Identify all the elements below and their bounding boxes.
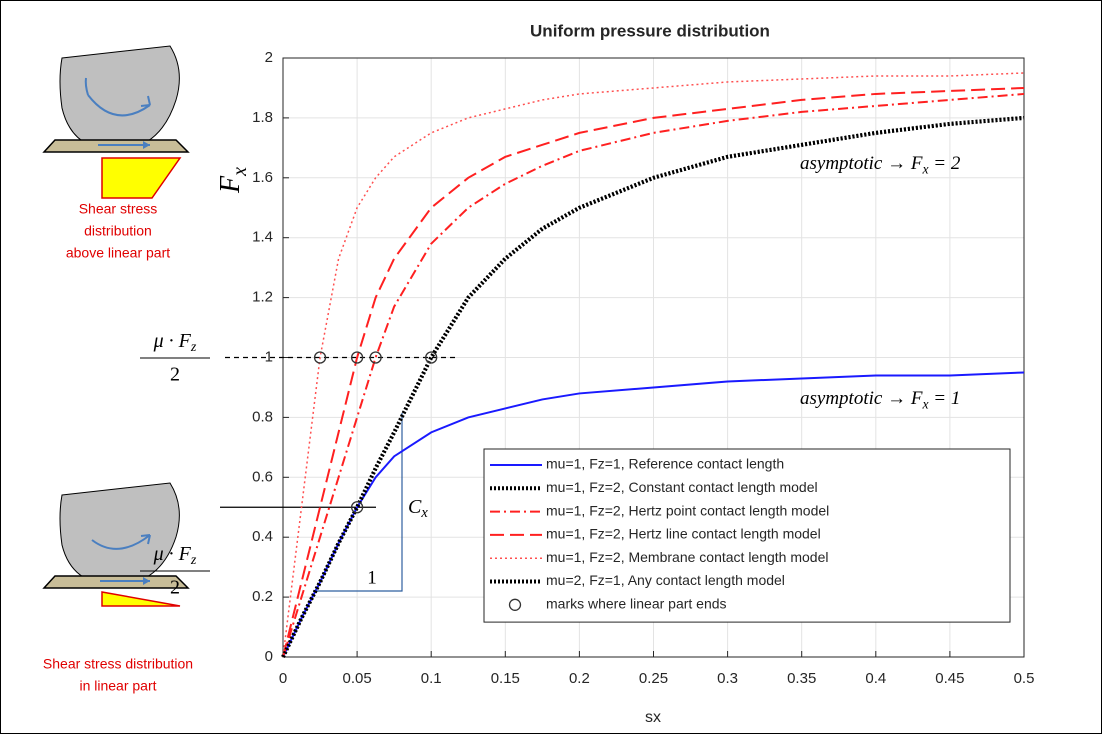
series-line [282, 371, 1025, 658]
contact-icon-bottom [42, 482, 190, 607]
fraction-numerator-subscript: z [190, 340, 197, 355]
x-tick-label: 0.3 [717, 670, 738, 687]
series-line [282, 92, 1025, 658]
series-line [282, 72, 1025, 658]
y-tick-label: 0.8 [252, 408, 273, 425]
marker [313, 351, 327, 364]
asymptote-annotation-suffix: = 2 [929, 153, 961, 174]
legend-label: mu=1, Fz=2, Membrane contact length mode… [546, 549, 828, 565]
fraction-denominator: 2 [170, 577, 180, 599]
asymptote-annotation-subscript: x [921, 397, 928, 412]
y-axis-label: Fx [215, 167, 250, 194]
marker [350, 351, 364, 364]
asymptote-annotation-main: asymptotic → F [800, 153, 923, 174]
y-tick-label: 1 [265, 348, 273, 365]
x-tick-label: 0.45 [935, 670, 964, 687]
series-line [281, 115, 1025, 658]
fraction-numerator-main: μ · F [153, 543, 192, 565]
caption: Shear stress distribution [43, 656, 193, 672]
legend-label: mu=1, Fz=2, Hertz line contact length mo… [546, 526, 821, 542]
y-tick-label: 1.2 [252, 289, 273, 306]
slope-rise-label-main: C [408, 496, 422, 518]
y-axis-label-subscript: x [229, 167, 251, 177]
asymptote-annotation: asymptotic → Fx = 1 [800, 388, 960, 411]
y-tick-label: 0.6 [252, 468, 273, 485]
fraction-numerator: μ · Fz [153, 543, 197, 569]
legend: mu=1, Fz=1, Reference contact length mu=1… [483, 448, 1011, 623]
x-tick-label: 0.4 [865, 670, 886, 687]
fraction-denominator: 2 [170, 364, 180, 386]
legend-marker [508, 598, 522, 611]
y-tick-label: 1.6 [252, 169, 273, 186]
legend-label: mu=1, Fz=2, Constant contact length mode… [546, 479, 818, 495]
x-tick-label: 0.05 [342, 670, 371, 687]
x-tick-label: 0.35 [787, 670, 816, 687]
x-tick-label: 0 [279, 670, 287, 687]
x-tick-label: 0.25 [639, 670, 668, 687]
caption: above linear part [66, 245, 170, 261]
y-tick-label: 1.4 [252, 229, 273, 246]
asymptote-annotation-subscript: x [921, 162, 928, 177]
x-axis-label: sx [645, 709, 661, 726]
slope-triangle [313, 413, 403, 592]
x-tick-label: 0.2 [569, 670, 590, 687]
x-tick-label: 0.15 [491, 670, 520, 687]
marker [350, 501, 364, 514]
series-line [282, 86, 1025, 658]
legend-label: mu=2, Fz=1, Any contact length model [546, 572, 785, 588]
legend-label: mu=1, Fz=2, Hertz point contact length m… [546, 502, 829, 518]
fraction-numerator: μ · Fz [153, 330, 197, 356]
asymptote-annotation: asymptotic → Fx = 2 [800, 153, 961, 176]
caption: distribution [84, 223, 152, 239]
legend-box [483, 448, 1011, 623]
marker [425, 351, 438, 364]
slope-rise-label-subscript: x [420, 505, 428, 521]
caption: in linear part [79, 678, 156, 694]
caption: Shear stress [79, 201, 158, 217]
fraction-numerator-main: μ · F [153, 330, 192, 352]
legend-label: marks where linear part ends [546, 596, 727, 612]
y-tick-label: 0.4 [252, 528, 273, 545]
y-tick-label: 1.8 [252, 109, 273, 126]
asymptote-annotation-main: asymptotic → F [800, 388, 923, 409]
legend-label: mu=1, Fz=1, Reference contact length [546, 456, 784, 472]
fraction-numerator-subscript: z [190, 553, 197, 568]
y-tick-label: 2 [265, 49, 273, 66]
contact-icon-top [42, 45, 190, 199]
slope-run-label: 1 [367, 567, 377, 588]
x-tick-label: 0.5 [1014, 670, 1035, 687]
y-axis-label-main: F [215, 175, 246, 194]
slope-rise-label: Cx [408, 496, 428, 522]
asymptote-annotation-suffix: = 1 [929, 388, 961, 409]
chart-title: Uniform pressure distribution [530, 21, 770, 40]
y-tick-label: 0.2 [252, 588, 273, 605]
marker [369, 351, 382, 364]
x-tick-label: 0.1 [421, 670, 442, 687]
y-tick-label: 0 [265, 648, 273, 665]
